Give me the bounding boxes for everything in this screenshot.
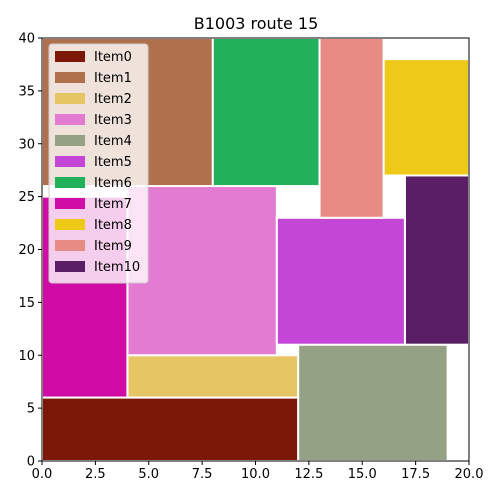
legend-swatch-1 — [55, 72, 85, 83]
legend-label-6: Item6 — [94, 176, 132, 191]
y-tick-label: 35 — [18, 84, 35, 99]
rect-item-9 — [318, 37, 385, 219]
legend-label-2: Item2 — [94, 92, 132, 107]
legend-swatch-0 — [55, 51, 85, 62]
legend-swatch-6 — [55, 177, 85, 188]
legend-swatch-8 — [55, 219, 85, 230]
legend-swatch-5 — [55, 156, 85, 167]
legend-label-3: Item3 — [94, 113, 132, 128]
x-tick-label: 20.0 — [455, 467, 484, 482]
legend-label-9: Item9 — [94, 239, 132, 254]
x-tick-label: 15.0 — [348, 467, 377, 482]
legend-label-4: Item4 — [94, 134, 132, 149]
y-tick-label: 15 — [18, 296, 35, 311]
legend-swatch-9 — [55, 240, 85, 251]
legend-label-1: Item1 — [94, 71, 132, 86]
y-tick-label: 30 — [18, 137, 35, 152]
legend-label-10: Item10 — [94, 260, 140, 275]
y-tick-label: 10 — [18, 349, 35, 364]
y-tick-label: 25 — [18, 190, 35, 205]
legend-label-0: Item0 — [94, 50, 132, 65]
x-axis: 0.0 2.5 5.0 7.5 10.0 12.5 15.0 17.5 20.0 — [32, 461, 484, 482]
x-tick-label: 10.0 — [241, 467, 270, 482]
legend-label-7: Item7 — [94, 197, 132, 212]
y-axis: 0 5 10 15 20 25 30 35 40 — [18, 32, 42, 470]
rect-item-6 — [211, 37, 321, 188]
rect-item-0 — [41, 396, 300, 462]
x-tick-label: 5.0 — [138, 467, 159, 482]
legend-label-8: Item8 — [94, 218, 132, 233]
y-tick-label: 5 — [27, 402, 35, 417]
rect-item-8 — [382, 58, 471, 177]
legend-swatch-3 — [55, 114, 85, 125]
rect-item-10 — [403, 174, 471, 346]
x-tick-label: 7.5 — [192, 467, 213, 482]
x-tick-label: 0.0 — [32, 467, 53, 482]
rect-item-4 — [297, 343, 449, 462]
y-tick-label: 0 — [27, 455, 35, 470]
legend: Item0 Item1 Item2 Item3 Item4 Item5 Item6 Item7… — [48, 43, 149, 284]
rect-item-2 — [126, 354, 300, 399]
y-tick-label: 40 — [18, 32, 35, 47]
rect-item-3 — [126, 185, 278, 357]
x-tick-label: 12.5 — [294, 467, 323, 482]
legend-swatch-4 — [55, 135, 85, 146]
chart-title: B1003 route 15 — [194, 14, 319, 33]
legend-label-5: Item5 — [94, 155, 132, 170]
legend-swatch-10 — [55, 261, 85, 272]
x-tick-label: 17.5 — [401, 467, 430, 482]
rect-item-5 — [275, 216, 406, 346]
legend-swatch-2 — [55, 93, 85, 104]
legend-swatch-7 — [55, 198, 85, 209]
x-tick-label: 2.5 — [85, 467, 106, 482]
y-tick-label: 20 — [18, 243, 35, 258]
